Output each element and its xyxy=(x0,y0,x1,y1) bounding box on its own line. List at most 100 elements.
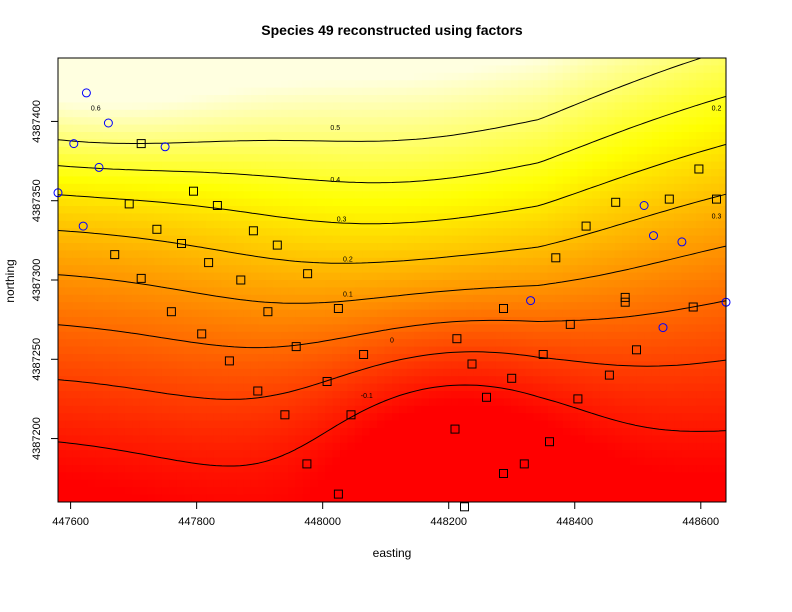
heatmap-cell xyxy=(584,376,593,385)
heatmap-cell xyxy=(377,435,386,444)
heatmap-cell xyxy=(354,176,363,185)
heatmap-cell xyxy=(406,376,415,385)
heatmap-cell xyxy=(466,265,475,274)
heatmap-cell xyxy=(481,132,489,140)
heatmap-cell xyxy=(592,391,601,399)
heatmap-cell xyxy=(369,213,378,222)
heatmap-cell xyxy=(199,161,207,170)
heatmap-cell xyxy=(518,472,527,481)
heatmap-cell xyxy=(221,250,230,259)
heatmap-cell xyxy=(584,87,593,96)
heatmap-cell xyxy=(72,428,81,436)
heatmap-cell xyxy=(414,354,423,362)
heatmap-cell xyxy=(154,398,163,407)
heatmap-cell xyxy=(584,302,593,311)
heatmap-cell xyxy=(310,420,319,429)
heatmap-cell xyxy=(525,435,534,444)
heatmap-cell xyxy=(288,324,297,333)
heatmap-cell xyxy=(666,398,675,407)
heatmap-cell xyxy=(481,479,489,488)
heatmap-cell xyxy=(132,220,141,229)
heatmap-cell xyxy=(310,228,319,237)
heatmap-cell xyxy=(377,139,386,148)
heatmap-cell xyxy=(636,220,645,229)
heatmap-cell xyxy=(295,450,304,459)
heatmap-cell xyxy=(199,80,207,89)
heatmap-cell xyxy=(340,346,348,355)
heatmap-cell xyxy=(651,176,660,185)
heatmap-cell xyxy=(325,139,334,148)
heatmap-cell xyxy=(154,361,163,370)
heatmap-cell xyxy=(495,398,504,407)
heatmap-cell xyxy=(213,198,222,207)
heatmap-cell xyxy=(599,176,608,185)
heatmap-cell xyxy=(651,354,660,362)
heatmap-cell xyxy=(176,428,185,436)
heatmap-cell xyxy=(495,487,504,496)
heatmap-cell xyxy=(80,472,89,481)
heatmap-cell xyxy=(592,398,601,407)
heatmap-cell xyxy=(191,265,200,274)
heatmap-cell xyxy=(362,139,371,148)
heatmap-cell xyxy=(347,280,356,288)
heatmap-cell xyxy=(80,139,89,148)
heatmap-cell xyxy=(481,302,489,311)
heatmap-cell xyxy=(280,428,289,436)
heatmap-cell xyxy=(273,250,282,259)
heatmap-cell xyxy=(302,346,311,355)
heatmap-cell xyxy=(399,287,408,296)
heatmap-cell xyxy=(347,428,356,436)
heatmap-cell xyxy=(384,72,393,81)
heatmap-cell xyxy=(622,191,631,200)
heatmap-cell xyxy=(340,287,348,296)
heatmap-cell xyxy=(288,235,297,244)
heatmap-cell xyxy=(325,58,334,66)
heatmap-cell xyxy=(80,413,89,422)
heatmap-cell xyxy=(570,487,579,496)
heatmap-cell xyxy=(547,405,556,414)
heatmap-cell xyxy=(58,346,66,355)
heatmap-cell xyxy=(221,287,230,296)
heatmap-cell xyxy=(540,361,549,370)
heatmap-cell xyxy=(495,354,504,362)
heatmap-cell xyxy=(340,420,348,429)
heatmap-cell xyxy=(369,191,378,200)
heatmap-cell xyxy=(644,450,653,459)
heatmap-cell xyxy=(562,228,571,237)
heatmap-cell xyxy=(154,413,163,422)
heatmap-cell xyxy=(451,139,460,148)
heatmap-cell xyxy=(488,183,497,192)
heatmap-cell xyxy=(636,280,645,288)
heatmap-cell xyxy=(533,324,541,333)
heatmap-cell xyxy=(139,169,148,177)
heatmap-cell xyxy=(273,435,282,444)
heatmap-cell xyxy=(265,102,274,111)
heatmap-cell xyxy=(458,169,467,177)
heatmap-cell xyxy=(659,220,668,229)
heatmap-cell xyxy=(72,465,81,473)
heatmap-cell xyxy=(510,265,519,274)
heatmap-cell xyxy=(132,72,141,81)
heatmap-cell xyxy=(169,95,178,103)
heatmap-cell xyxy=(399,243,408,251)
heatmap-cell xyxy=(414,302,423,311)
heatmap-cell xyxy=(154,272,163,281)
heatmap-cell xyxy=(176,420,185,429)
heatmap-cell xyxy=(310,368,319,377)
heatmap-cell xyxy=(466,206,475,214)
heatmap-cell xyxy=(265,95,274,103)
heatmap-cell xyxy=(392,391,400,399)
heatmap-cell xyxy=(161,272,170,281)
heatmap-cell xyxy=(540,339,549,348)
heatmap-cell xyxy=(161,465,170,473)
heatmap-cell xyxy=(406,479,415,488)
heatmap-cell xyxy=(340,457,348,466)
heatmap-cell xyxy=(495,265,504,274)
heatmap-cell xyxy=(95,435,104,444)
heatmap-cell xyxy=(562,58,571,66)
heatmap-cell xyxy=(592,161,601,170)
heatmap-cell xyxy=(607,169,616,177)
heatmap-cell xyxy=(65,95,74,103)
heatmap-cell xyxy=(347,161,356,170)
heatmap-cell xyxy=(147,442,155,451)
